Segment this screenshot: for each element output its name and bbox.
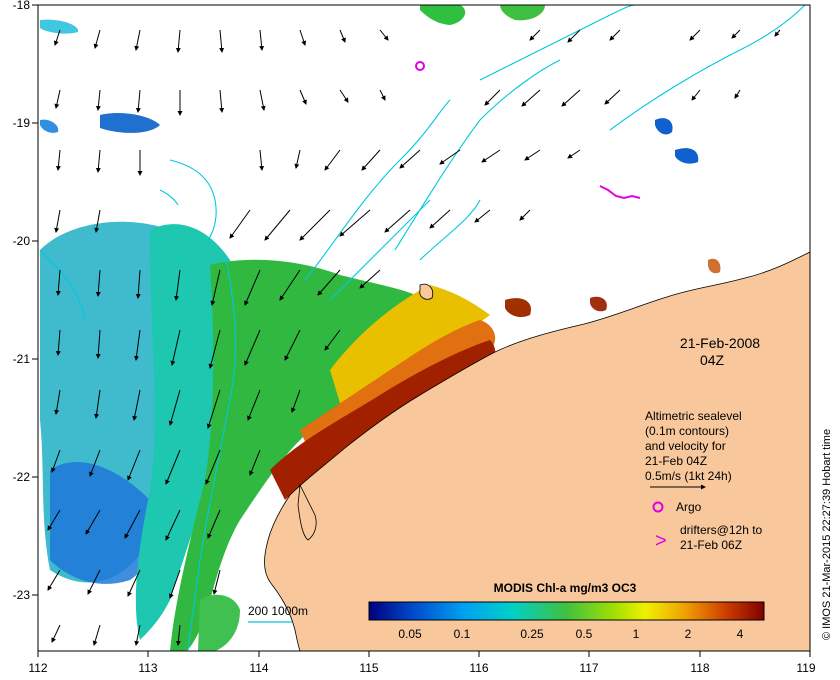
chl-patch-east-orange: [708, 258, 721, 274]
chl-patch-offshore-blue: [50, 461, 159, 584]
colorbar-title: MODIS Chl-a mg/m3 OC3: [494, 581, 637, 595]
colorbar-tick: 0.5: [576, 627, 593, 641]
x-tick-label: 114: [249, 661, 268, 675]
chl-patch-north-blue: [100, 113, 160, 133]
x-tick-label: 118: [690, 661, 709, 675]
x-tick-label: 115: [359, 661, 378, 675]
y-tick-label: -21: [13, 352, 31, 366]
legend-line4: 21-Feb 04Z: [645, 454, 707, 468]
chl-patch-top-green2: [500, 5, 545, 21]
colorbar-tick: 0.25: [520, 627, 544, 641]
drifter-legend-icon: >: [655, 530, 667, 552]
credit-text: © IMOS 21-Mar-2015 22:27:39 Hobart time: [821, 429, 833, 640]
y-tick-label: -23: [13, 588, 31, 602]
colorbar-tick: 4: [737, 627, 744, 641]
argo-legend-icon: [652, 501, 664, 513]
chl-patch-top-green: [420, 5, 466, 25]
y-tick-label: -18: [13, 0, 31, 12]
velocity-legend: Altimetric sealevel (0.1m contours) and …: [645, 409, 763, 552]
legend-line1: Altimetric sealevel: [645, 409, 742, 423]
x-tick-label: 112: [28, 661, 47, 675]
colorbar-tick: 0.05: [398, 627, 422, 641]
chl-patch-south-green: [198, 594, 240, 651]
x-tick-label: 116: [469, 661, 488, 675]
date-line2: 04Z: [700, 352, 725, 368]
legend-line5: 0.5m/s (1kt 24h): [645, 469, 732, 483]
x-tick-label: 117: [579, 661, 598, 675]
y-tick-label: -20: [13, 234, 31, 248]
drifter-legend-line2: 21-Feb 06Z: [680, 538, 742, 552]
plot-frame: [37, 4, 811, 652]
chl-patch-east-coast-red: [505, 298, 531, 318]
y-tick-label: -22: [13, 470, 31, 484]
argo-legend-label: Argo: [676, 500, 702, 514]
colorbar-tick: 0.1: [454, 627, 471, 641]
depth-legend-label: 200 1000m: [248, 604, 308, 618]
velocity-arrows: [47, 29, 781, 646]
drifter-legend-line1: drifters@12h to: [680, 523, 763, 537]
colorbar-tick: 1: [633, 627, 640, 641]
sealevel-contours: [39, 5, 806, 651]
colorbar: MODIS Chl-a mg/m3 OC3 0.05 0.1 0.25 0.5 …: [368, 581, 765, 641]
x-tick-label: 113: [138, 661, 157, 675]
y-axis: [32, 4, 38, 596]
land-island: [419, 283, 434, 300]
drifter-track: [599, 185, 641, 200]
land-mainland: [264, 251, 810, 651]
chl-patch-topleft-cyan: [40, 19, 79, 34]
chl-patch-east-coast-red2: [590, 296, 607, 312]
chl-patch-east-blue: [655, 118, 673, 135]
date-line1: 21-Feb-2008: [680, 335, 760, 351]
x-axis: [37, 651, 811, 657]
colorbar-tick: 2: [685, 627, 692, 641]
colorbar-gradient: [368, 601, 765, 621]
x-tick-label: 119: [796, 661, 815, 675]
legend-line2: (0.1m contours): [645, 424, 729, 438]
chl-patch-north-blue2: [40, 119, 59, 133]
legend-line3: and velocity for: [645, 439, 726, 453]
argo-marker-map: [415, 61, 425, 71]
chl-patch-east-blue2: [675, 148, 699, 164]
y-tick-label: -19: [13, 116, 31, 130]
land-peninsula: [297, 483, 317, 541]
